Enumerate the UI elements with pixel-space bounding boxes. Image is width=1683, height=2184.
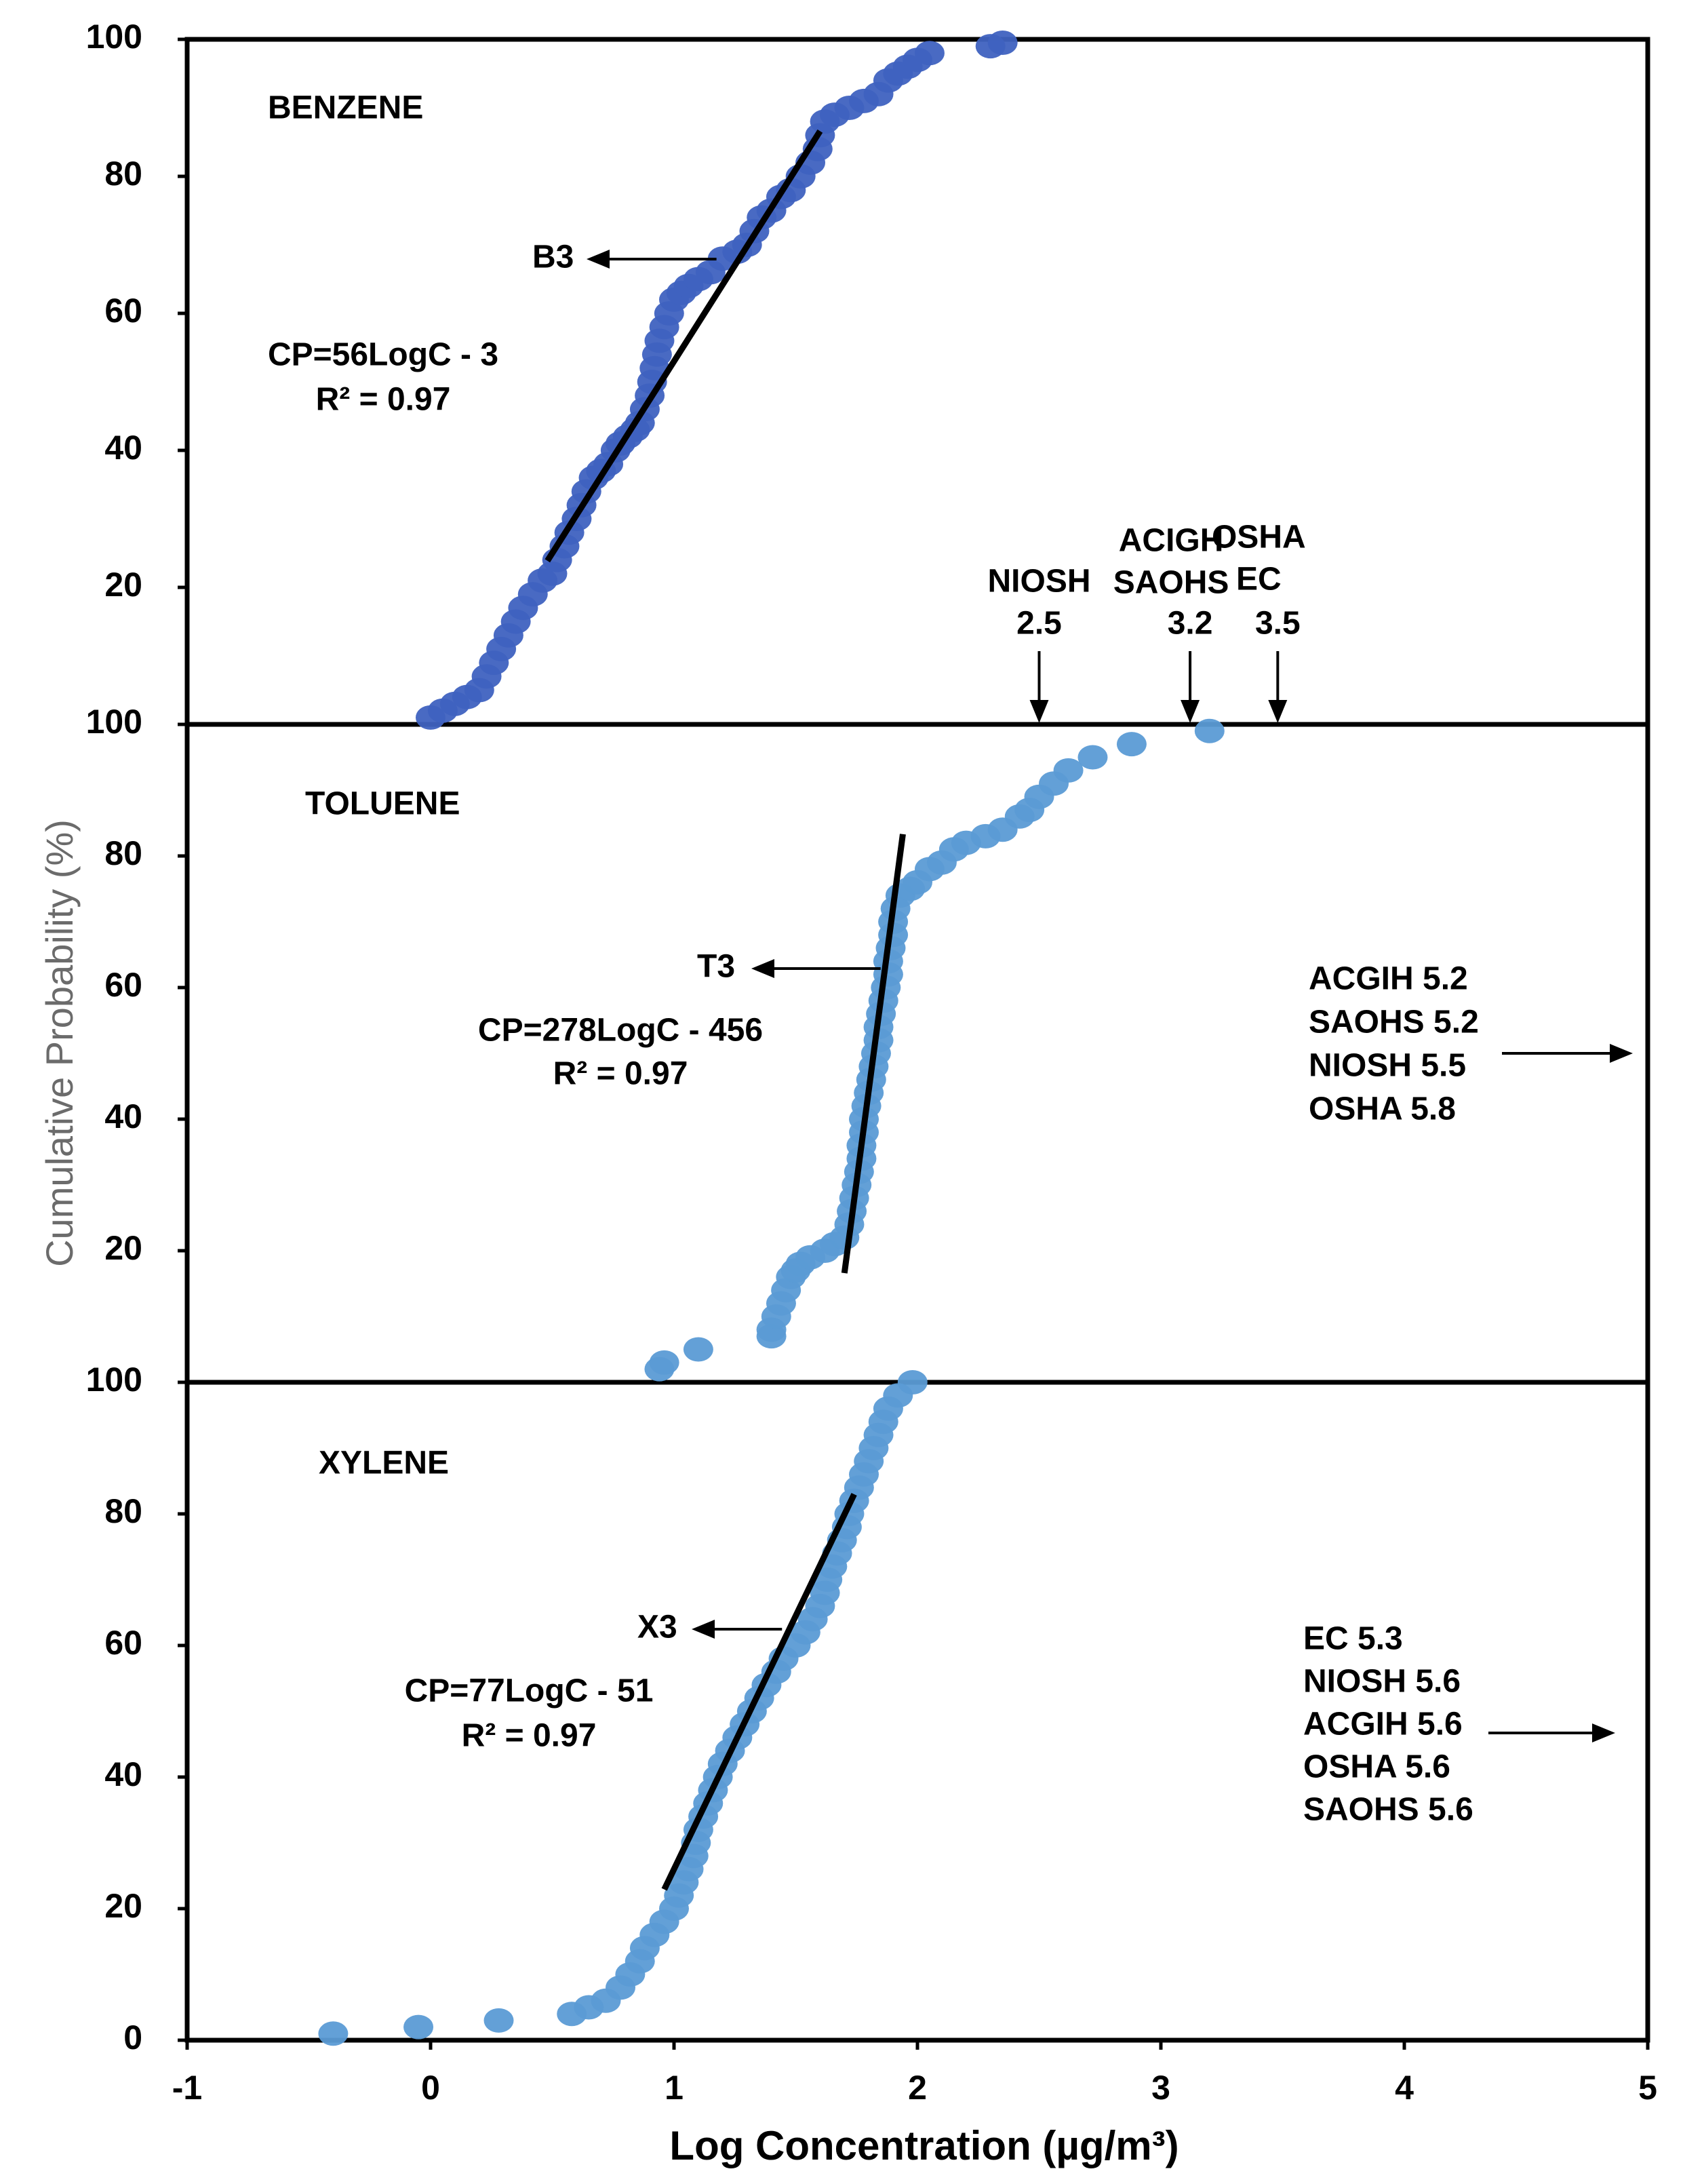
- y-tick-label: 80: [104, 834, 142, 872]
- y-tick-label: 40: [104, 1097, 142, 1135]
- y-tick-label: 20: [104, 566, 142, 604]
- regression-line: [841, 834, 906, 1274]
- y-tick-label: 0: [123, 2019, 142, 2056]
- fit-r-squared: R² = 0.97: [462, 1718, 597, 1754]
- limit-right-label: OSHA 5.8: [1309, 1091, 1456, 1127]
- data-point: [1116, 732, 1147, 757]
- limit-right-label: SAOHS 5.2: [1309, 1005, 1479, 1040]
- data-point: [914, 41, 945, 66]
- fit-label: B3: [532, 239, 574, 275]
- fit-r-squared: R² = 0.97: [316, 382, 451, 418]
- limit-right-label: OSHA 5.6: [1303, 1749, 1450, 1785]
- y-tick-label: 40: [104, 1755, 142, 1793]
- y-tick-label: 60: [104, 966, 142, 1004]
- y-tick-label: 100: [86, 1361, 142, 1399]
- limit-agency-label: ACIGH: [1119, 523, 1224, 559]
- data-point: [403, 2014, 434, 2040]
- fit-equation: CP=56LogC - 3: [268, 337, 498, 373]
- fit-label: X3: [637, 1610, 677, 1645]
- limit-right-label: ACGIH 5.2: [1309, 961, 1468, 997]
- data-point: [483, 2008, 514, 2033]
- limit-right-arrowhead: [1610, 1044, 1633, 1063]
- limit-right-arrowhead: [1592, 1723, 1615, 1742]
- y-tick-label: 60: [104, 1624, 142, 1662]
- data-point: [1077, 745, 1108, 770]
- x-axis-title: Log Concentration (µg/m³): [669, 2123, 1179, 2168]
- x-tick-label: -1: [172, 2069, 202, 2107]
- limit-right-label: ACGIH 5.6: [1303, 1707, 1463, 1742]
- panel-title: XYLENE: [319, 1445, 449, 1481]
- limit-arrowhead: [1029, 700, 1049, 723]
- limit-agency-label: SAOHS: [1113, 565, 1229, 601]
- panel-title: TOLUENE: [305, 786, 460, 822]
- regression-line: [661, 1493, 857, 1891]
- x-tick-label: 5: [1638, 2069, 1657, 2107]
- x-tick-label: 3: [1151, 2069, 1170, 2107]
- limit-right-label: NIOSH 5.5: [1309, 1048, 1466, 1084]
- fit-equation: CP=77LogC - 51: [405, 1673, 654, 1709]
- limit-arrowhead: [1268, 700, 1288, 723]
- fit-r-squared: R² = 0.97: [553, 1056, 688, 1092]
- y-tick-label: 100: [86, 18, 142, 56]
- data-point: [987, 31, 1018, 56]
- y-tick-label: 40: [104, 429, 142, 467]
- y-tick-label: 20: [104, 1229, 142, 1267]
- data-point: [1194, 718, 1225, 743]
- x-tick-label: 2: [908, 2069, 927, 2107]
- limit-right-label: SAOHS 5.6: [1303, 1792, 1473, 1828]
- x-tick-label: 1: [665, 2069, 684, 2107]
- fit-lines-layer: [544, 129, 906, 1891]
- fit-leader-arrowhead: [692, 1620, 715, 1639]
- fit-label: T3: [697, 949, 735, 985]
- limit-right-label: EC 5.3: [1303, 1621, 1403, 1657]
- y-axis-title: Cumulative Probability (%): [38, 819, 81, 1267]
- y-tick-label: 60: [104, 292, 142, 330]
- x-tick-label: 0: [421, 2069, 440, 2107]
- data-point: [318, 2021, 349, 2046]
- limit-arrowhead: [1181, 700, 1200, 723]
- plot-frame-layer: [178, 37, 1650, 2050]
- x-tick-label: 4: [1395, 2069, 1414, 2107]
- limit-right-label: NIOSH 5.6: [1303, 1664, 1461, 1700]
- limit-value-label: 3.5: [1255, 606, 1301, 642]
- fit-leader-arrowhead: [751, 959, 774, 978]
- y-tick-label: 20: [104, 1887, 142, 1925]
- limit-value-label: 3.2: [1168, 606, 1213, 642]
- y-tick-label: 100: [86, 703, 142, 741]
- fit-equation: CP=278LogC - 456: [478, 1013, 763, 1049]
- data-point: [1053, 758, 1084, 783]
- limit-agency-label: NIOSH: [987, 564, 1090, 600]
- data-points-layer: [318, 31, 1225, 2046]
- limit-agency-label: EC: [1236, 562, 1282, 598]
- panel-title: BENZENE: [268, 90, 423, 126]
- data-point: [897, 1370, 928, 1395]
- data-point: [649, 1350, 679, 1375]
- labels-layer: -1 0 1 2 3 4 5 Log Concentration (µg/m³) Cumulat…: [38, 18, 1657, 2168]
- regression-line: [544, 129, 823, 563]
- fit-leader-arrowhead: [587, 250, 610, 269]
- y-tick-label: 80: [104, 1492, 142, 1530]
- y-tick-label: 80: [104, 155, 142, 193]
- limit-agency-label: OSHA: [1212, 520, 1306, 555]
- limit-value-label: 2.5: [1016, 606, 1062, 642]
- data-point: [683, 1337, 713, 1362]
